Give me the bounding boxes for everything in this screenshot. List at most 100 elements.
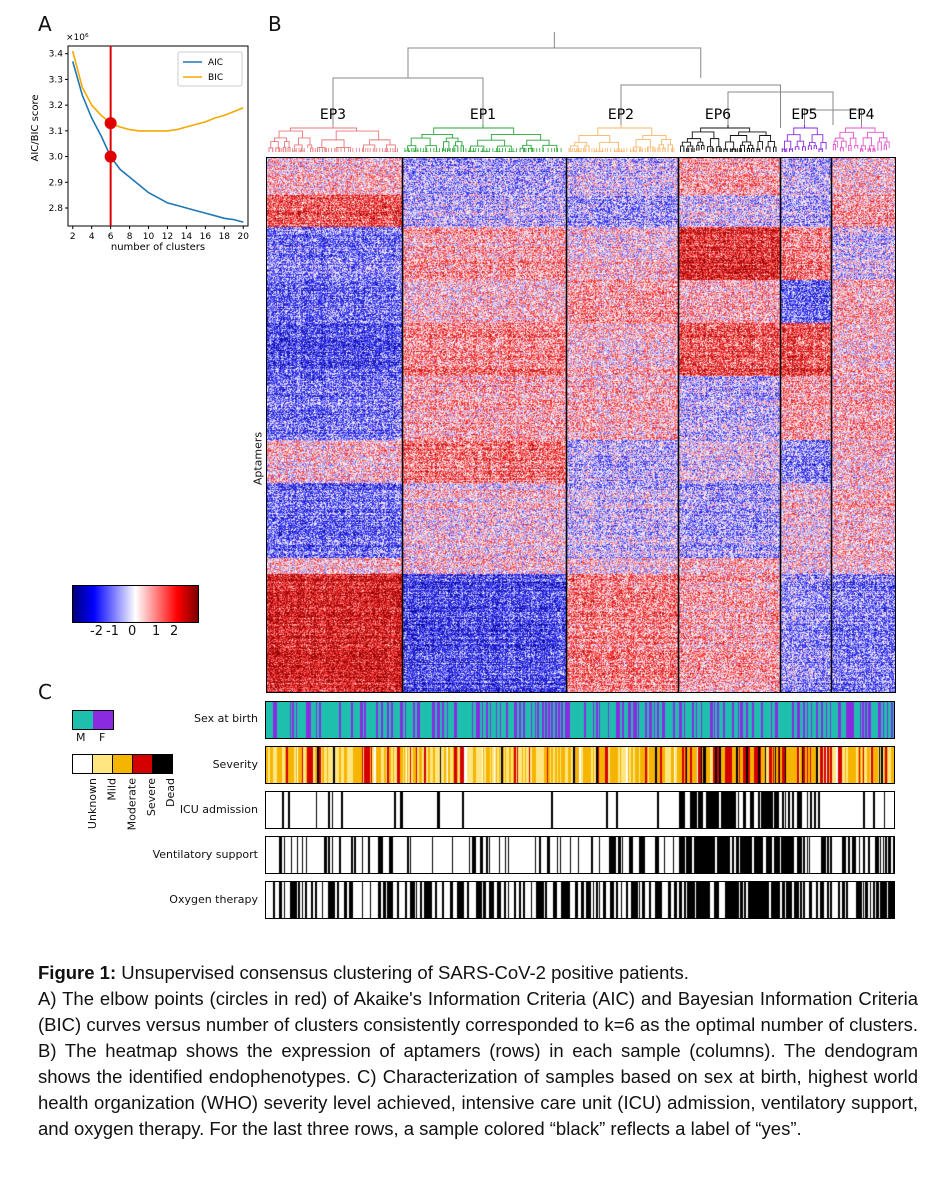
colorbar-tick--2: -2 (90, 624, 103, 639)
track-label-icu: ICU admission (179, 803, 258, 816)
branch (658, 144, 665, 149)
branch (729, 135, 748, 142)
track-label-sex: Sex at birth (194, 712, 258, 725)
branch (321, 139, 345, 148)
cluster-tree-ep5 (781, 125, 827, 152)
branch (747, 144, 754, 149)
track-sex (265, 701, 895, 739)
branch (278, 130, 304, 138)
branch (697, 141, 704, 146)
track-label-oxygen: Oxygen therapy (169, 893, 258, 906)
severity-swatch-mild (92, 755, 112, 773)
y-tick-label: 3.2 (49, 101, 63, 111)
branch (646, 146, 655, 152)
branch (425, 145, 438, 152)
cluster-label-ep5: EP5 (791, 107, 817, 123)
severity-swatch-moderate (112, 755, 132, 773)
branch (839, 131, 854, 139)
branch (584, 145, 590, 152)
sex-swatch-m (73, 711, 93, 729)
branch (807, 145, 812, 150)
branch (767, 141, 775, 148)
cluster-tree-ep2 (568, 125, 675, 152)
branch (497, 145, 512, 152)
colorbar-tick-1: 1 (152, 624, 161, 639)
cluster-tree-ep6 (680, 125, 777, 152)
branch (709, 138, 720, 147)
x-tick-label: 8 (127, 232, 133, 242)
branch (751, 148, 755, 152)
aptamers-axis: Aptamers (248, 420, 265, 500)
branch (700, 127, 751, 132)
branch (687, 145, 694, 152)
x-tick-label: 12 (162, 232, 173, 242)
branch (756, 149, 761, 152)
branch (872, 149, 876, 152)
severity-label-mild: Mild (105, 778, 119, 801)
branch (854, 144, 859, 149)
link-ep3-ep1 (332, 77, 484, 125)
branch (638, 150, 643, 152)
branch (818, 148, 823, 152)
elbow-point (104, 150, 117, 163)
branch (335, 147, 351, 152)
branch (796, 140, 805, 147)
y-tick-label: 3.0 (49, 153, 64, 163)
colorbar-tick-0: 0 (128, 624, 137, 639)
branch (421, 134, 454, 139)
link-ep2-group (620, 84, 781, 128)
track-label-ventilatory: Ventilatory support (152, 848, 258, 861)
branch (642, 135, 667, 140)
x-tick-label: 18 (219, 232, 231, 242)
branch (820, 142, 827, 150)
cluster-label-ep2: EP2 (608, 107, 634, 123)
y-tick-label: 3.3 (49, 75, 63, 85)
branch (522, 144, 532, 149)
cluster-label-ep3: EP3 (320, 107, 346, 123)
branch (574, 141, 588, 146)
branch (759, 135, 772, 142)
y-tick-label: 2.9 (49, 178, 64, 188)
caption-body: A) The elbow points (circles in red) of … (38, 988, 918, 1139)
track-icu (265, 791, 895, 829)
branch (284, 141, 290, 148)
track-ventilatory (265, 836, 895, 874)
branch (723, 148, 728, 152)
branch (867, 131, 884, 138)
x-axis-label: number of clusters (111, 242, 205, 253)
x-tick-label: 4 (89, 232, 95, 242)
x-tick-label: 14 (181, 232, 193, 242)
branch (569, 145, 579, 152)
branch (599, 141, 620, 152)
aptamer-heatmap (266, 157, 896, 693)
track-label-severity: Severity (212, 758, 258, 771)
branch (477, 139, 506, 147)
branch (490, 134, 542, 141)
branch (793, 127, 818, 135)
branch (661, 139, 672, 145)
branch (413, 150, 419, 152)
branch (298, 137, 311, 145)
branch (630, 150, 636, 152)
branch (274, 137, 288, 142)
sex-swatch-f (93, 711, 113, 729)
branch (294, 144, 303, 151)
branch (707, 146, 713, 152)
cluster-tree-ep4 (832, 125, 890, 152)
branch (809, 142, 816, 146)
branch (849, 137, 857, 146)
branch (593, 150, 604, 152)
sex-label-m: M (76, 731, 86, 744)
x-tick-label: 20 (238, 232, 250, 242)
branch (404, 150, 410, 152)
branch (542, 144, 558, 152)
branch (883, 144, 887, 150)
branch (442, 149, 446, 152)
branch (839, 147, 844, 152)
branch (867, 149, 871, 152)
branch (725, 141, 735, 150)
branch (635, 139, 651, 148)
branch (794, 146, 800, 150)
branch (860, 145, 866, 151)
caption-title-rest: Unsupervised consensus clustering of SAR… (116, 962, 689, 983)
